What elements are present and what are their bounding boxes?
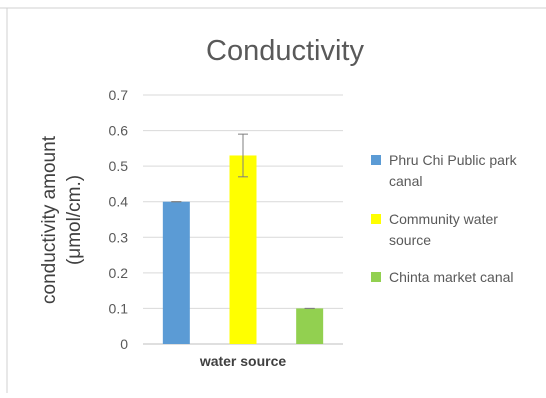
x-axis-label: water source: [199, 353, 287, 369]
y-tick-label: 0.7: [109, 87, 129, 103]
bar: [296, 308, 324, 344]
y-axis-label-line2: (μmol/cm.): [64, 175, 85, 265]
legend-label: Community water: [389, 211, 498, 227]
legend-swatch: [371, 272, 381, 282]
y-tick-label: 0.4: [109, 194, 129, 210]
legend-swatch: [371, 214, 381, 224]
legend-label: Chinta market canal: [389, 269, 514, 285]
y-tick-label: 0.1: [109, 300, 129, 316]
legend-label: canal: [389, 173, 422, 189]
legend-label: Phru Chi Public park: [389, 152, 518, 168]
error-bars: [171, 133, 315, 309]
bars: [162, 155, 324, 344]
legend-swatch: [371, 155, 381, 165]
y-tick-label: 0.3: [109, 229, 129, 245]
chart-title: Conductivity: [206, 35, 364, 67]
bar: [229, 155, 257, 344]
legend: Phru Chi Public park canal Community water…: [371, 152, 518, 285]
y-tick-label: 0.6: [109, 123, 129, 139]
y-tick-label: 0: [120, 336, 128, 352]
legend-label: source: [389, 232, 431, 248]
bar: [162, 201, 190, 344]
y-tick-label: 0.5: [109, 158, 129, 174]
y-tick-label: 0.2: [109, 265, 129, 281]
y-axis-label: conductivity amount (μmol/cm.): [39, 135, 85, 304]
y-axis-label-line1: conductivity amount: [39, 135, 60, 304]
y-tick-labels: 0 0.1 0.2 0.3 0.4 0.5 0.6 0.7: [109, 87, 129, 352]
